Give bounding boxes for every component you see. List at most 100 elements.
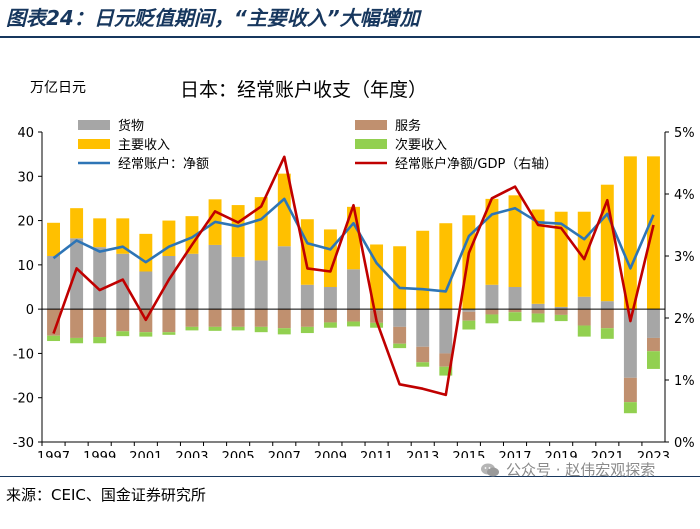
x-tick-label: 2005 [222,450,255,458]
bar-secondary_income-2019 [554,314,568,322]
legend-swatch-primary_income [78,139,110,149]
y-tick-label: -20 [13,392,34,407]
line-net_ca [52,197,655,293]
x-tick-label: 2007 [268,450,301,458]
bar-secondary_income-2017 [508,312,522,322]
bar-primary_income-2000 [116,218,130,254]
bar-goods-1998 [70,238,84,310]
y2-tick-label: 5% [674,126,695,141]
bar-services-2005 [231,309,245,327]
bar-primary_income-2016 [485,198,499,285]
bar-goods-2010 [347,269,360,310]
y2-tick-label: 1% [674,374,695,389]
bar-goods-2001 [139,271,153,310]
bar-secondary_income-1997 [47,335,60,342]
line-layer [52,155,655,397]
bar-goods-2005 [231,256,245,310]
bar-secondary_income-1998 [70,337,84,344]
bar-services-2009 [323,309,337,323]
bar-primary_income-2013 [416,230,430,310]
bar-services-2017 [508,309,522,313]
bar-services-2019 [554,309,568,315]
source-note: 来源：CEIC、国金证券研究所 [6,486,206,504]
bar-goods-2016 [485,284,499,310]
bar-secondary_income-2005 [231,326,245,331]
bar-primary_income-2001 [139,233,153,272]
bar-secondary_income-2007 [277,328,291,335]
x-tick-label: 2011 [360,450,393,458]
wechat-icon [481,463,499,476]
legend-swatch-services [355,120,387,130]
y-tick-label: 20 [17,215,34,230]
bar-secondary_income-2013 [416,362,430,367]
bar-goods-2018 [531,303,545,310]
x-tick-label: 2017 [498,450,531,458]
bar-primary_income-2023 [647,156,660,310]
bar-secondary_income-2020 [577,325,591,337]
x-tick-label: 2023 [637,450,670,458]
watermark-text: 公众号 · 赵伟宏观探索 [506,461,656,479]
bar-services-2004 [208,309,222,327]
bar-goods-2004 [208,244,222,310]
y2-tick-label: 4% [674,188,695,203]
bar-services-2010 [347,309,360,322]
bar-goods-2021 [600,301,614,310]
bar-goods-1997 [47,256,60,310]
legend-label-secondary_income: 次要收入 [395,137,447,153]
bar-goods-2012 [393,309,407,327]
bar-services-2013 [416,346,430,363]
bar-services-2023 [647,337,660,352]
bar-secondary_income-2006 [254,326,268,333]
bar-services-2014 [439,353,453,367]
legend-label-ca_gdp: 经常账户净额/GDP（右轴） [395,156,557,172]
bar-secondary_income-2018 [531,313,545,323]
bar-goods-2017 [508,287,522,310]
x-tick-label: 1999 [83,450,116,458]
bar-primary_income-2003 [185,216,199,254]
legend-label-primary_income: 主要收入 [118,138,170,153]
x-tick-label: 2021 [591,450,624,458]
bar-goods-2022 [623,309,637,378]
y-tick-label: 30 [17,170,34,185]
bar-goods-2015 [462,309,476,312]
bar-primary_income-1999 [93,218,107,248]
bar-secondary_income-2010 [347,321,360,327]
bar-services-2002 [162,309,176,333]
y2-tick-label: 3% [674,250,695,265]
line-ca_gdp [52,155,655,397]
bar-services-2015 [462,311,476,321]
bar-primary_income-2017 [508,195,522,287]
bar-services-2006 [254,309,268,327]
bar-goods-2009 [323,287,337,310]
bar-services-2020 [577,309,591,326]
bar-services-2021 [600,309,614,329]
bar-goods-2007 [277,246,291,310]
bar-goods-2002 [162,256,176,310]
bar-secondary_income-2003 [185,326,199,331]
bar-primary_income-1998 [70,208,84,239]
title-rule [0,36,700,38]
bar-primary_income-2019 [554,211,568,307]
bar-primary_income-2005 [231,205,245,257]
bar-primary_income-2018 [531,209,545,304]
chart-title: 日本：经常账户收支（年度） [180,79,427,101]
bar-secondary_income-2002 [162,332,176,335]
bar-secondary_income-2021 [600,328,614,339]
bar-primary_income-2007 [277,173,291,247]
legend-label-goods: 货物 [118,118,144,134]
bar-goods-2013 [416,309,430,347]
y-axis-label: 万亿日元 [30,80,86,96]
bar-goods-2003 [185,253,199,310]
bar-secondary_income-2011 [370,322,384,328]
bar-goods-2008 [300,284,314,310]
legend-label-net_ca: 经常账户：净额 [118,156,209,172]
axes-layer: -30 -20 -10 0 10 20 30 40 0% 1% 2% 3% 4% 5% 1997 1999 20… [13,126,695,458]
bar-goods-2020 [577,296,591,310]
bar-goods-2014 [439,309,453,354]
bar-services-2008 [300,309,314,327]
legend-swatch-secondary_income [355,139,387,149]
bar-services-2003 [185,309,199,327]
bar-services-2012 [393,326,407,344]
figure-title: 图表24：日元贬值期间，“主要收入”大幅增加 [6,6,420,30]
y2-tick-label: 0% [674,436,695,451]
